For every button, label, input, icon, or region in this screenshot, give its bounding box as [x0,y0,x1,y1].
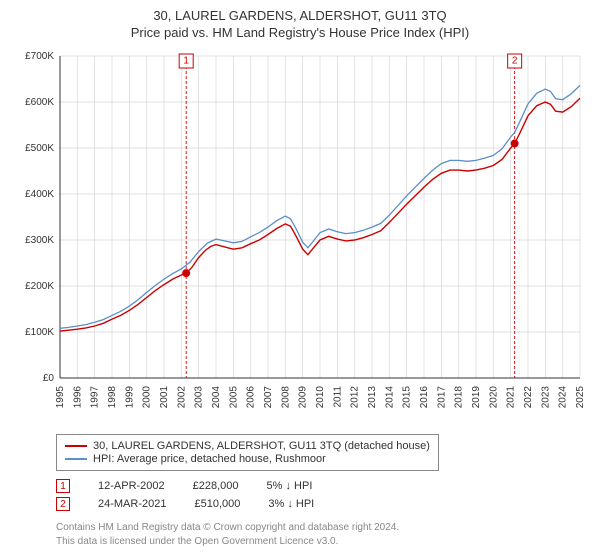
svg-text:2016: 2016 [419,386,430,409]
tx-diff: 3% ↓ HPI [268,498,314,510]
legend-label-hpi: HPI: Average price, detached house, Rush… [93,453,326,465]
transaction-row: 1 12-APR-2002 £228,000 5% ↓ HPI [56,479,588,493]
svg-text:1999: 1999 [124,386,135,409]
transaction-table: 1 12-APR-2002 £228,000 5% ↓ HPI 2 24-MAR… [56,479,588,511]
svg-text:2005: 2005 [228,386,239,409]
svg-text:1998: 1998 [107,386,118,409]
svg-text:2019: 2019 [471,386,482,409]
svg-text:1: 1 [183,56,189,67]
legend-swatch-hpi [65,458,87,460]
footer-line1: Contains HM Land Registry data © Crown c… [56,521,588,535]
svg-text:2015: 2015 [402,386,413,409]
footer-line2: This data is licensed under the Open Gov… [56,535,588,549]
svg-text:2009: 2009 [298,386,309,409]
tx-date: 24-MAR-2021 [98,498,166,510]
subtitle: Price paid vs. HM Land Registry's House … [12,25,588,40]
svg-text:2025: 2025 [575,386,586,409]
svg-text:£200K: £200K [25,281,54,292]
svg-text:2008: 2008 [280,386,291,409]
svg-text:2014: 2014 [384,386,395,409]
tx-diff: 5% ↓ HPI [267,480,313,492]
svg-text:2017: 2017 [436,386,447,409]
svg-text:2013: 2013 [367,386,378,409]
svg-text:2002: 2002 [176,386,187,409]
tx-number-icon: 2 [56,497,70,511]
legend-item-property: 30, LAUREL GARDENS, ALDERSHOT, GU11 3TQ … [65,440,430,452]
svg-text:2001: 2001 [159,386,170,409]
svg-text:1997: 1997 [90,386,101,409]
legend-item-hpi: HPI: Average price, detached house, Rush… [65,453,430,465]
svg-text:£100K: £100K [25,327,54,338]
svg-text:2007: 2007 [263,386,274,409]
chart-area: £0 £100K £200K £300K £400K £500K £600K £700K 199… [12,48,588,428]
legend: 30, LAUREL GARDENS, ALDERSHOT, GU11 3TQ … [56,434,439,471]
svg-text:2018: 2018 [454,386,465,409]
svg-text:£600K: £600K [25,97,54,108]
svg-text:2011: 2011 [332,386,343,408]
chart-container: 30, LAUREL GARDENS, ALDERSHOT, GU11 3TQ … [0,0,600,558]
svg-text:2003: 2003 [194,386,205,409]
svg-text:£500K: £500K [25,143,54,154]
svg-text:£300K: £300K [25,235,54,246]
svg-text:1996: 1996 [72,386,83,409]
svg-text:£0: £0 [43,373,55,384]
legend-swatch-property [65,445,87,447]
svg-text:2004: 2004 [211,386,222,409]
svg-text:£700K: £700K [25,51,54,62]
transaction-row: 2 24-MAR-2021 £510,000 3% ↓ HPI [56,497,588,511]
svg-text:2000: 2000 [142,386,153,409]
svg-text:2021: 2021 [506,386,517,409]
line-chart-svg: £0 £100K £200K £300K £400K £500K £600K £700K 199… [12,48,588,428]
tx-price: £228,000 [193,480,239,492]
tx-date: 12-APR-2002 [98,480,165,492]
svg-text:2020: 2020 [488,386,499,409]
svg-text:2023: 2023 [540,386,551,409]
legend-label-property: 30, LAUREL GARDENS, ALDERSHOT, GU11 3TQ … [93,440,430,452]
svg-text:2022: 2022 [523,386,534,409]
svg-text:2012: 2012 [350,386,361,409]
svg-text:£400K: £400K [25,189,54,200]
svg-text:2006: 2006 [246,386,257,409]
tx-number-icon: 1 [56,479,70,493]
main-title: 30, LAUREL GARDENS, ALDERSHOT, GU11 3TQ [12,8,588,23]
tx-price: £510,000 [194,498,240,510]
svg-text:2024: 2024 [558,386,569,409]
svg-text:2010: 2010 [315,386,326,409]
titles: 30, LAUREL GARDENS, ALDERSHOT, GU11 3TQ … [12,8,588,40]
svg-text:1995: 1995 [55,386,66,409]
svg-text:2: 2 [512,56,518,67]
footer: Contains HM Land Registry data © Crown c… [56,521,588,548]
